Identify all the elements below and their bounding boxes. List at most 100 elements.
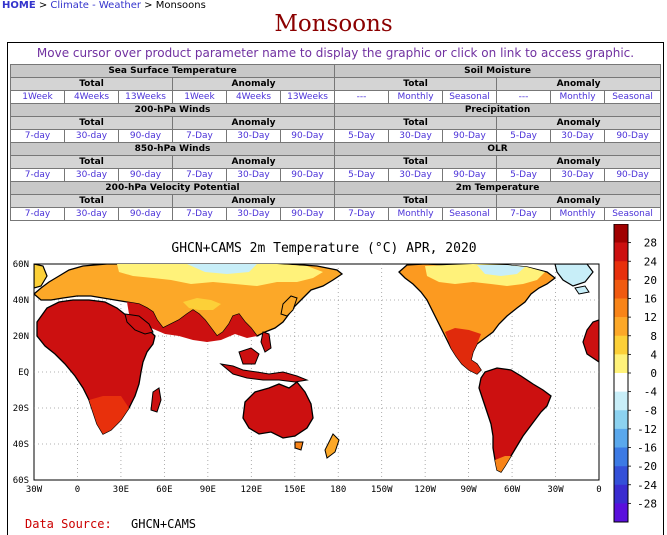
sea-surface-temperature-anomaly-4weeks-link[interactable]: 4Weeks [226, 90, 281, 104]
olr-anomaly-5-day-link[interactable]: 5-Day [496, 168, 552, 182]
precipitation-total-5-day-link[interactable]: 5-Day [334, 129, 390, 143]
2m-temperature-anomaly-monthly-link[interactable]: Monthly [550, 207, 606, 221]
olr-total-90-day-link[interactable]: 90-Day [442, 168, 498, 182]
2m-temperature-total-seasonal-link[interactable]: Seasonal [442, 207, 498, 221]
param-sea-surface-temperature-header[interactable]: Sea Surface Temperature [9, 64, 336, 78]
850-hpa-winds-total-30-day-link[interactable]: 30-day [64, 168, 119, 182]
precipitation-anomaly-90-day-link[interactable]: 90-Day [604, 129, 662, 143]
land-new-zealand [324, 433, 340, 459]
land-eurasia-siberia [117, 264, 323, 286]
850-hpa-winds-anomaly-30-day-link[interactable]: 30-Day [226, 168, 281, 182]
longitude-tick-label: 60W [504, 485, 521, 495]
colorbar-label: 4 [650, 348, 657, 361]
param-2m-temperature-header[interactable]: 2m Temperature [334, 181, 662, 195]
200-hpa-winds-anomaly-30-day-link[interactable]: 30-Day [226, 129, 281, 143]
850-hpa-winds-anomaly-90-day-link[interactable]: 90-Day [279, 168, 336, 182]
precipitation-anomaly-30-day-link[interactable]: 30-Day [550, 129, 606, 143]
longitude-tick-label: 120E [240, 485, 262, 495]
colorbar-label: 16 [644, 293, 657, 306]
sea-surface-temperature-total-1week-link[interactable]: 1Week [10, 90, 65, 104]
colorbar-swatch [614, 224, 628, 243]
sea-surface-temperature-anomaly-1week-link[interactable]: 1Week [172, 90, 227, 104]
param-200-hpa-velocity-potential-header[interactable]: 200-hPa Velocity Potential [9, 181, 336, 195]
colorbar-swatch [614, 503, 628, 523]
page-title: Monsoons [274, 11, 393, 37]
precipitation-anomaly-5-day-link[interactable]: 5-Day [496, 129, 552, 143]
param-850-hpa-winds-header[interactable]: 850-hPa Winds [9, 142, 336, 156]
soil-moisture-anomaly-seasonal-link[interactable]: Seasonal [604, 90, 662, 104]
850-hpa-winds-anomaly-7-day-link[interactable]: 7-Day [172, 168, 227, 182]
colorbar-swatch [614, 447, 628, 467]
colorbar-label: -16 [637, 442, 657, 455]
colorbar: 28 24 20 16 12 8 4 0 -4 -8 -12 -16 -20 -24 -28 [613, 223, 658, 523]
200-hpa-velocity-potential-total-7-day-link[interactable]: 7-day [10, 207, 65, 221]
2m-temperature-total-7-day-link[interactable]: 7-Day [334, 207, 390, 221]
breadcrumb-separator: > [144, 0, 153, 11]
breadcrumb-climate-weather-link[interactable]: Climate - Weather [50, 0, 141, 11]
850-hpa-winds-total-90-day-link[interactable]: 90-day [118, 168, 173, 182]
olr-total-5-day-link[interactable]: 5-Day [334, 168, 390, 182]
200-hpa-winds-total-7-day-link[interactable]: 7-day [10, 129, 65, 143]
instructions-text: Move cursor over product parameter name … [36, 46, 635, 60]
200-hpa-velocity-potential-total-30-day-link[interactable]: 30-day [64, 207, 119, 221]
colorbar-swatch [614, 391, 628, 411]
longitude-tick-label: 30W [547, 485, 564, 495]
longitude-tick-label: 30E [113, 485, 129, 495]
param-olr-anomaly-label: Anomaly [496, 155, 662, 169]
param-soil-moisture-header[interactable]: Soil Moisture [334, 64, 662, 78]
olr-anomaly-90-day-link[interactable]: 90-Day [604, 168, 662, 182]
2m-temperature-anomaly-seasonal-link[interactable]: Seasonal [604, 207, 662, 221]
colorbar-label: 0 [650, 367, 657, 380]
param-2m-temperature-total-label: Total [334, 194, 498, 208]
200-hpa-velocity-potential-anomaly-7-day-link[interactable]: 7-Day [172, 207, 227, 221]
colorbar-label: -24 [637, 479, 657, 492]
longitude-tick-label: 90W [460, 485, 477, 495]
land-south-asia [127, 302, 257, 342]
param-precipitation-anomaly-label: Anomaly [496, 116, 662, 130]
breadcrumb-home-link[interactable]: HOME [2, 0, 36, 11]
param-olr-header[interactable]: OLR [334, 142, 662, 156]
colorbar-label: 24 [644, 255, 658, 268]
sea-surface-temperature-anomaly-13weeks-link[interactable]: 13Weeks [279, 90, 336, 104]
land-north-america-warm [445, 328, 481, 374]
colorbar-swatch [614, 298, 628, 318]
olr-total-30-day-link[interactable]: 30-Day [388, 168, 444, 182]
param-precipitation-header[interactable]: Precipitation [334, 103, 662, 117]
sea-surface-temperature-total-13weeks-link[interactable]: 13Weeks [118, 90, 173, 104]
200-hpa-velocity-potential-anomaly-30-day-link[interactable]: 30-Day [226, 207, 281, 221]
breadcrumb-separator: > [38, 0, 48, 11]
product-parameter-table: Sea Surface Temperature Soil Moisture Tota… [9, 64, 662, 221]
soil-moisture-total-monthly-link[interactable]: Monthly [388, 90, 444, 104]
breadcrumb: HOME > Climate - Weather > Monsoons [2, 0, 206, 12]
olr-anomaly-30-day-link[interactable]: 30-Day [550, 168, 606, 182]
land-tibet [183, 298, 221, 310]
200-hpa-velocity-potential-total-90-day-link[interactable]: 90-day [118, 207, 173, 221]
land-greenland [554, 264, 594, 287]
soil-moisture-total-seasonal-link[interactable]: Seasonal [442, 90, 498, 104]
200-hpa-winds-anomaly-7-day-link[interactable]: 7-Day [172, 129, 227, 143]
200-hpa-winds-total-90-day-link[interactable]: 90-day [118, 129, 173, 143]
param-precipitation-total-label: Total [334, 116, 498, 130]
200-hpa-winds-total-30-day-link[interactable]: 30-day [64, 129, 119, 143]
temperature-map-panel: GHCN+CAMS 2m Temperature (°C) APR, 2020 [7, 223, 664, 535]
colorbar-label: -12 [637, 423, 657, 436]
precipitation-total-90-day-link[interactable]: 90-Day [442, 129, 498, 143]
land-south-america [478, 367, 552, 473]
sea-surface-temperature-total-4weeks-link[interactable]: 4Weeks [64, 90, 119, 104]
param-200-hpa-winds-anomaly-label: Anomaly [171, 116, 336, 130]
colorbar-swatch [614, 279, 628, 299]
precipitation-total-30-day-link[interactable]: 30-Day [388, 129, 444, 143]
200-hpa-winds-anomaly-90-day-link[interactable]: 90-Day [279, 129, 336, 143]
850-hpa-winds-total-7-day-link[interactable]: 7-day [10, 168, 65, 182]
land-europe-west-edge [34, 264, 48, 289]
2m-temperature-total-monthly-link[interactable]: Monthly [388, 207, 444, 221]
colorbar-swatch [614, 317, 628, 337]
param-200-hpa-winds-header[interactable]: 200-hPa Winds [9, 103, 336, 117]
soil-moisture-anomaly-monthly-link[interactable]: Monthly [550, 90, 606, 104]
longitude-tick-label: 150E [284, 485, 306, 495]
land-tasmania [294, 441, 304, 451]
2m-temperature-anomaly-7-day-link[interactable]: 7-Day [496, 207, 552, 221]
200-hpa-velocity-potential-anomaly-90-day-link[interactable]: 90-Day [279, 207, 336, 221]
colorbar-label: -20 [637, 460, 657, 473]
latitude-tick-label: EQ [18, 368, 29, 378]
